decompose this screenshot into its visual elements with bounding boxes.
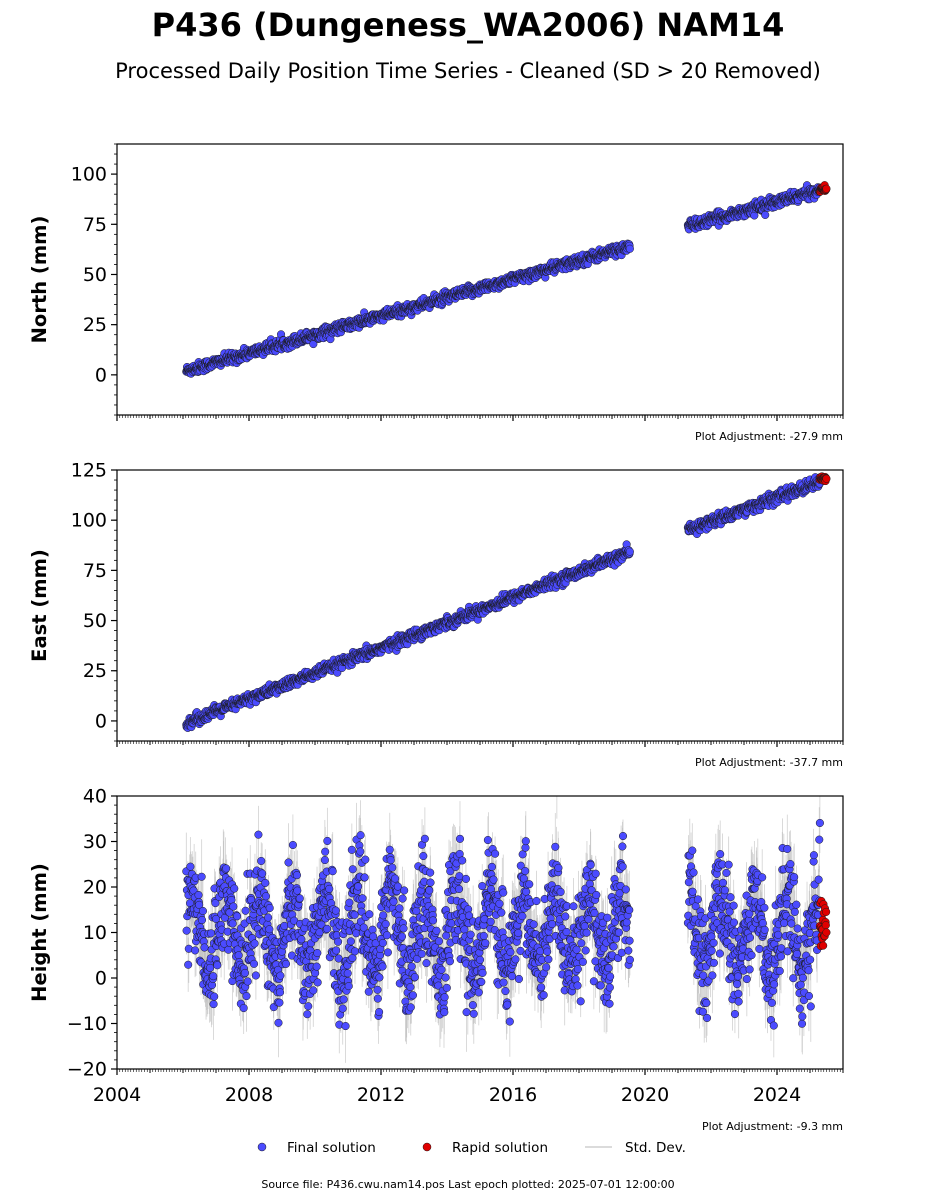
north-axes-frame <box>116 143 844 416</box>
north-y-tick-label: 0 <box>95 364 107 386</box>
north-panel: 0 25 50 75 100 North (mm) <box>28 143 844 421</box>
north-rapid-series <box>815 181 831 196</box>
north-y-axis-label: North (mm) <box>28 216 51 344</box>
north-y-tick-label: 25 <box>83 314 107 336</box>
east-plot-area <box>182 472 831 732</box>
north-final-point <box>625 244 634 253</box>
north-rapid-point <box>822 184 831 193</box>
north-plot-area <box>182 181 831 378</box>
north-y-tick-label: 100 <box>71 164 107 186</box>
north-final-series <box>182 181 824 378</box>
north-y-tick-label: 75 <box>83 214 107 236</box>
chart-subtitle: Processed Daily Position Time Series - C… <box>115 59 821 83</box>
north-final-point <box>761 210 770 219</box>
chart-title: P436 (Dungeness_WA2006) NAM14 <box>152 6 785 44</box>
north-y-tick-label: 50 <box>83 264 107 286</box>
